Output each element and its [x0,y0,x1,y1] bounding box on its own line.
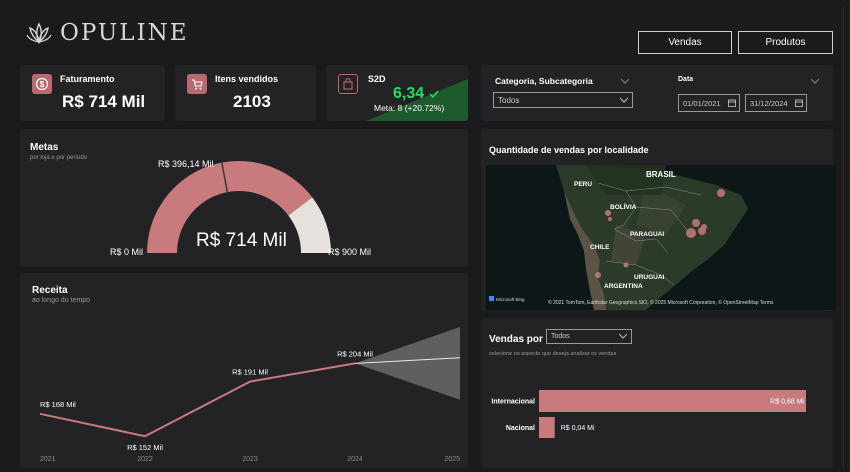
map-label-uruguai: URUGUAI [634,274,665,281]
gauge-target-marker [221,162,229,193]
produtos-nav-button[interactable]: Produtos [738,31,833,54]
bar-category-label: Internacional [491,399,535,406]
end-date-value: 31/12/2024 [750,98,788,108]
dashboard: OPULINE Vendas Produtos $ Faturamento R$… [6,6,844,468]
data-label: R$ 168 Mil [40,400,76,409]
lotus-logo-icon [26,22,52,44]
vendas-por-dropdown[interactable]: Todos [546,329,632,344]
categoria-label: Categoria, Subcategoria [495,76,593,86]
x-tick-label: 2023 [242,456,258,463]
calendar-icon [728,99,736,107]
receita-series-line [39,362,356,438]
s2d-meta: Meta: 8 (+20.72%) [374,103,445,113]
bar [539,417,555,438]
data-label: R$ 152 Mil [127,443,163,452]
cart-icon [187,74,207,94]
receita-line-chart: R$ 168 Mil R$ 152 Mil R$ 191 Mil R$ 204 Mil… [39,327,461,463]
svg-text:$: $ [40,80,45,89]
money-icon: $ [32,74,52,94]
data-label: R$ 204 Mil [337,349,373,358]
brand-name: OPULINE [60,20,189,46]
map-label-brasil: BRASIL [646,170,676,179]
bar-category-label: Nacional [506,425,535,432]
faturamento-label: Faturamento [60,74,115,84]
forecast-band [355,327,460,400]
x-tick-label: 2022 [137,456,153,463]
receita-subtitle: ao longo do tempo [32,297,90,304]
gauge-max-label: R$ 900 Mil [328,247,372,257]
s2d-label: S2D [368,74,386,84]
chevron-down-icon [619,333,627,339]
receita-title: Receita [32,285,68,296]
itens-card: Itens vendidos 2103 [175,65,316,121]
bar-data-label: R$ 0,04 Mi [561,425,595,432]
vendas-nav-button[interactable]: Vendas [638,31,732,54]
x-tick-label: 2025 [444,456,460,463]
s2d-good-wedge [366,79,468,121]
gauge-remaining-arc [288,197,331,253]
map-attribution: © 2021 TomTom, Earthstar Geographics SIO… [548,299,774,306]
gauge-center-value: R$ 714 Mil [196,230,287,251]
check-icon [429,86,439,104]
categoria-chevron-icon [621,79,629,84]
vendas-por-bar-chart: Internacional R$ 0,68 Mi Nacional R$ 0,04 M… [491,390,806,438]
categoria-dropdown[interactable]: Todos [493,92,633,108]
map-title: Quantidade de vendas por localidade [489,145,649,155]
data-label: Data [678,76,694,83]
start-date-value: 01/01/2021 [683,98,721,108]
metas-gauge [147,160,331,253]
filters-card: Categoria, Subcategoria Todos Data 01/01… [481,65,833,121]
data-chevron-icon [811,79,819,84]
brand-logo: OPULINE [26,20,189,46]
map-label-chile: CHILE [590,244,610,251]
gauge-min-label: R$ 0 Mil [110,247,144,257]
categoria-value: Todos [498,95,520,105]
map-markers [595,189,725,278]
itens-value: 2103 [233,92,271,111]
bar [539,390,806,412]
gauge-value-arc [147,160,313,253]
shopping-bag-icon [338,74,358,94]
faturamento-card: $ Faturamento R$ 714 Mil [20,65,165,121]
faturamento-value: R$ 714 Mil [62,92,146,111]
map-bing: Microsoft Bing [496,297,525,302]
sales-map[interactable]: PERU BRASIL BOLÍVIA PARAGUAI CHILE URUGU… [486,165,836,310]
vendas-por-subtitle: selecione os aspecto que deseja analisar… [489,351,617,357]
metas-title: Metas [30,142,59,153]
metas-subtitle: por loja e por período [30,155,88,161]
chevron-down-icon [620,97,628,103]
receita-card: Receita ao longo do tempo R$ 168 Mil R$ 1… [20,273,468,468]
bar-data-label: R$ 0,68 Mi [770,399,804,406]
start-date-input[interactable]: 01/01/2021 [678,94,740,112]
map-svg: PERU BRASIL BOLÍVIA PARAGUAI CHILE URUGU… [486,165,836,310]
forecast-line [354,357,461,364]
s2d-card: S2D 6,34 Meta: 8 (+20.72%) [326,65,468,121]
data-label: R$ 191 Mil [232,368,268,377]
vendas-por-card: Vendas por Todos selecione os aspecto qu… [481,318,833,468]
map-label-argentina: ARGENTINA [604,283,643,290]
s2d-value: 6,34 [393,85,425,102]
vendas-por-title: Vendas por [489,334,543,345]
x-tick-label: 2021 [40,456,56,463]
map-label-peru: PERU [574,181,592,188]
metas-card: Metas por loja e por período R$ 396,14 M… [20,129,468,267]
vendas-por-value: Todos [551,333,570,340]
map-label-paraguai: PARAGUAI [630,231,664,238]
bing-logo-icon [489,296,494,301]
map-label-bolivia: BOLÍVIA [610,202,637,211]
end-date-input[interactable]: 31/12/2024 [745,94,807,112]
itens-label: Itens vendidos [215,74,279,84]
calendar-icon [795,99,803,107]
x-tick-label: 2024 [347,456,363,463]
gauge-target-label: R$ 396,14 Mil [158,159,214,169]
